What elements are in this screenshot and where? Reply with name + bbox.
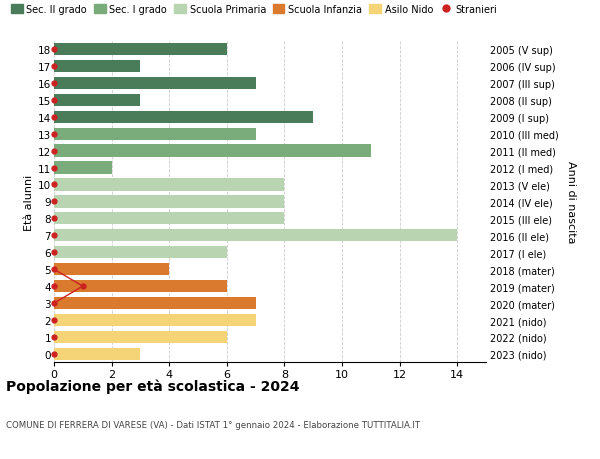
Bar [54,128,256,140]
Y-axis label: Anni di nascita: Anni di nascita [566,161,575,243]
Bar [54,61,140,73]
Bar [54,112,313,123]
Bar [54,162,112,174]
Bar [54,348,140,360]
Bar [54,44,227,56]
Bar [54,213,284,225]
Y-axis label: Età alunni: Età alunni [24,174,34,230]
Bar [54,263,169,276]
Bar [54,314,256,326]
Bar [54,297,256,309]
Bar [54,78,256,90]
Text: COMUNE DI FERRERA DI VARESE (VA) - Dati ISTAT 1° gennaio 2024 - Elaborazione TUT: COMUNE DI FERRERA DI VARESE (VA) - Dati … [6,420,420,429]
Bar [54,179,284,191]
Legend: Sec. II grado, Sec. I grado, Scuola Primaria, Scuola Infanzia, Asilo Nido, Stran: Sec. II grado, Sec. I grado, Scuola Prim… [11,5,497,15]
Bar [54,196,284,208]
Bar [54,331,227,343]
Bar [54,230,457,242]
Bar [54,246,227,259]
Bar [54,280,227,292]
Bar [54,145,371,157]
Text: Popolazione per età scolastica - 2024: Popolazione per età scolastica - 2024 [6,379,299,393]
Bar [54,95,140,106]
